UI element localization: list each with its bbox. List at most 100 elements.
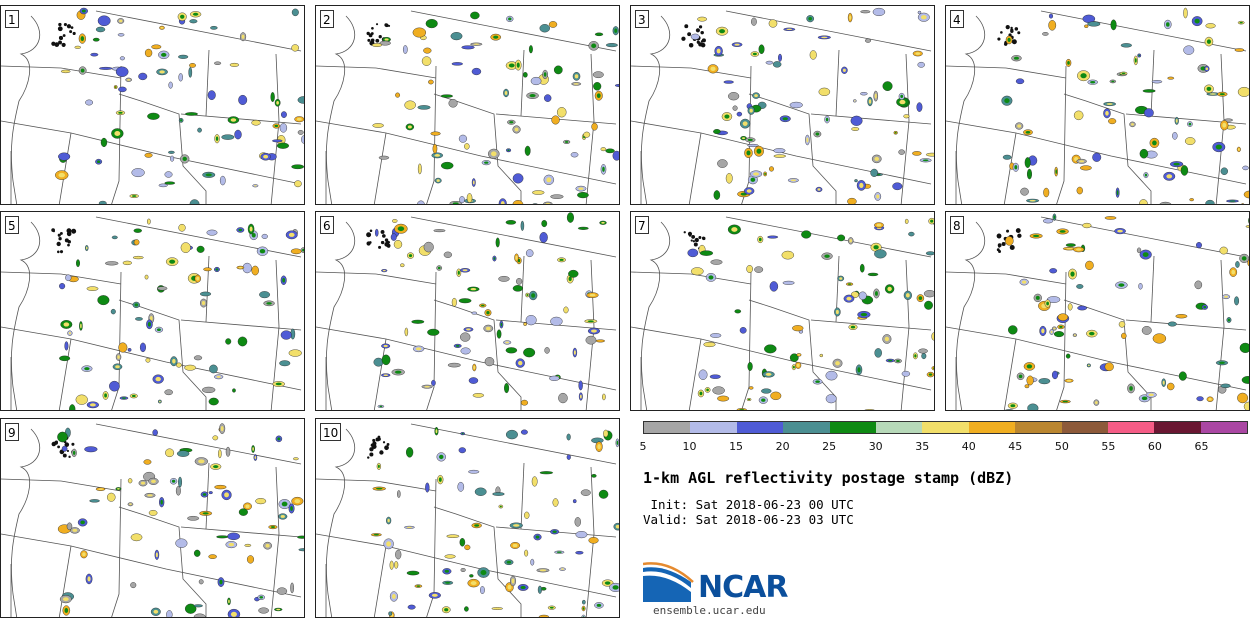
storm-cell bbox=[557, 257, 566, 263]
coastline-fragment bbox=[58, 35, 64, 41]
storm-cell bbox=[1242, 165, 1249, 171]
storm-cell bbox=[404, 100, 416, 110]
storm-cell bbox=[158, 183, 168, 188]
storm-cell bbox=[275, 435, 283, 443]
storm-cell bbox=[119, 56, 125, 61]
storm-cell bbox=[1042, 32, 1049, 36]
member-label: 1 bbox=[5, 10, 19, 28]
storm-cell bbox=[132, 255, 144, 260]
storm-cell bbox=[860, 92, 868, 96]
storm-cell bbox=[690, 33, 700, 40]
member-label: 7 bbox=[635, 216, 649, 234]
coastline-fragment bbox=[66, 231, 72, 237]
storm-cell bbox=[710, 333, 722, 338]
storm-cell bbox=[451, 297, 457, 307]
storm-cell bbox=[594, 90, 603, 101]
storm-cell bbox=[218, 449, 222, 459]
storm-cell bbox=[111, 235, 118, 240]
storm-cell bbox=[892, 182, 903, 191]
storm-cell bbox=[928, 217, 934, 225]
state-border bbox=[1215, 259, 1225, 410]
state-border bbox=[433, 299, 522, 410]
storm-cell bbox=[739, 327, 747, 334]
storm-cell bbox=[531, 476, 538, 487]
storm-cell bbox=[147, 112, 160, 120]
storm-cell bbox=[178, 223, 186, 232]
storm-cell bbox=[505, 347, 518, 354]
coastline-fragment bbox=[1015, 228, 1021, 234]
storm-cell bbox=[713, 190, 721, 200]
storm-cell bbox=[480, 586, 485, 594]
storm-cell bbox=[251, 265, 259, 276]
state-border bbox=[688, 132, 702, 204]
state-border bbox=[95, 423, 302, 465]
colorbar-swatch bbox=[644, 422, 691, 433]
state-border bbox=[375, 67, 437, 79]
storm-cell bbox=[441, 606, 451, 614]
storm-cell bbox=[436, 265, 443, 271]
storm-cell bbox=[792, 325, 804, 332]
storm-cell bbox=[432, 143, 438, 154]
storm-cell bbox=[75, 394, 88, 405]
storm-cell bbox=[1043, 187, 1050, 198]
state-border bbox=[1005, 67, 1067, 79]
storm-cell bbox=[122, 260, 132, 266]
storm-cell bbox=[1008, 325, 1018, 335]
storm-cell bbox=[1222, 294, 1231, 300]
storm-cell bbox=[139, 342, 146, 353]
storm-cell bbox=[539, 471, 554, 475]
storm-cell bbox=[178, 117, 184, 123]
storm-cell bbox=[79, 7, 88, 15]
colorbar-tick: 15 bbox=[729, 440, 744, 453]
storm-cell bbox=[867, 272, 879, 277]
storm-cell bbox=[524, 511, 530, 519]
storm-cell bbox=[1204, 36, 1214, 47]
storm-cell bbox=[278, 499, 291, 510]
storm-cell bbox=[572, 347, 578, 358]
storm-cell bbox=[297, 130, 304, 135]
storm-cell bbox=[819, 353, 824, 358]
coastline-fragment bbox=[367, 38, 371, 42]
storm-cell bbox=[390, 233, 397, 241]
storm-cell bbox=[110, 308, 116, 315]
ensemble-member-panel-4: 4 bbox=[945, 5, 1250, 205]
storm-cell bbox=[1196, 242, 1202, 249]
storm-cell bbox=[882, 334, 892, 344]
state-border bbox=[1, 478, 62, 482]
storm-cell bbox=[402, 45, 408, 54]
storm-cell bbox=[855, 364, 863, 376]
storm-cell bbox=[144, 48, 153, 58]
state-border bbox=[900, 259, 910, 410]
storm-cell bbox=[707, 64, 719, 74]
state-border bbox=[748, 93, 837, 204]
storm-cell bbox=[280, 275, 287, 285]
storm-cell bbox=[423, 241, 434, 253]
storm-cell bbox=[1163, 171, 1176, 181]
coastline-fragment bbox=[63, 22, 67, 27]
storm-cell bbox=[825, 370, 838, 381]
storm-cell bbox=[609, 582, 619, 592]
storm-cell bbox=[246, 555, 254, 564]
storm-cell bbox=[59, 595, 72, 604]
storm-cell bbox=[1086, 329, 1098, 338]
storm-cell bbox=[1183, 45, 1195, 55]
storm-cell bbox=[581, 614, 586, 617]
init-time: Init: Sat 2018-06-23 00 UTC bbox=[643, 497, 854, 512]
storm-cell bbox=[170, 155, 175, 162]
storm-cell bbox=[208, 554, 217, 559]
coastline-fragment bbox=[370, 32, 374, 35]
coastline-fragment bbox=[694, 237, 699, 243]
state-border bbox=[1063, 299, 1152, 410]
storm-cell bbox=[99, 66, 113, 70]
storm-cell bbox=[1239, 253, 1249, 263]
storm-cell bbox=[1204, 84, 1214, 94]
coastline-fragment bbox=[64, 238, 69, 243]
storm-cell bbox=[1143, 172, 1149, 179]
storm-cell bbox=[1042, 218, 1054, 224]
coastline-fragment bbox=[59, 250, 64, 254]
storm-cell bbox=[291, 164, 304, 170]
storm-cell bbox=[912, 352, 918, 360]
state-border bbox=[946, 271, 1007, 275]
storm-cell bbox=[257, 594, 265, 600]
storm-cell bbox=[428, 79, 434, 85]
